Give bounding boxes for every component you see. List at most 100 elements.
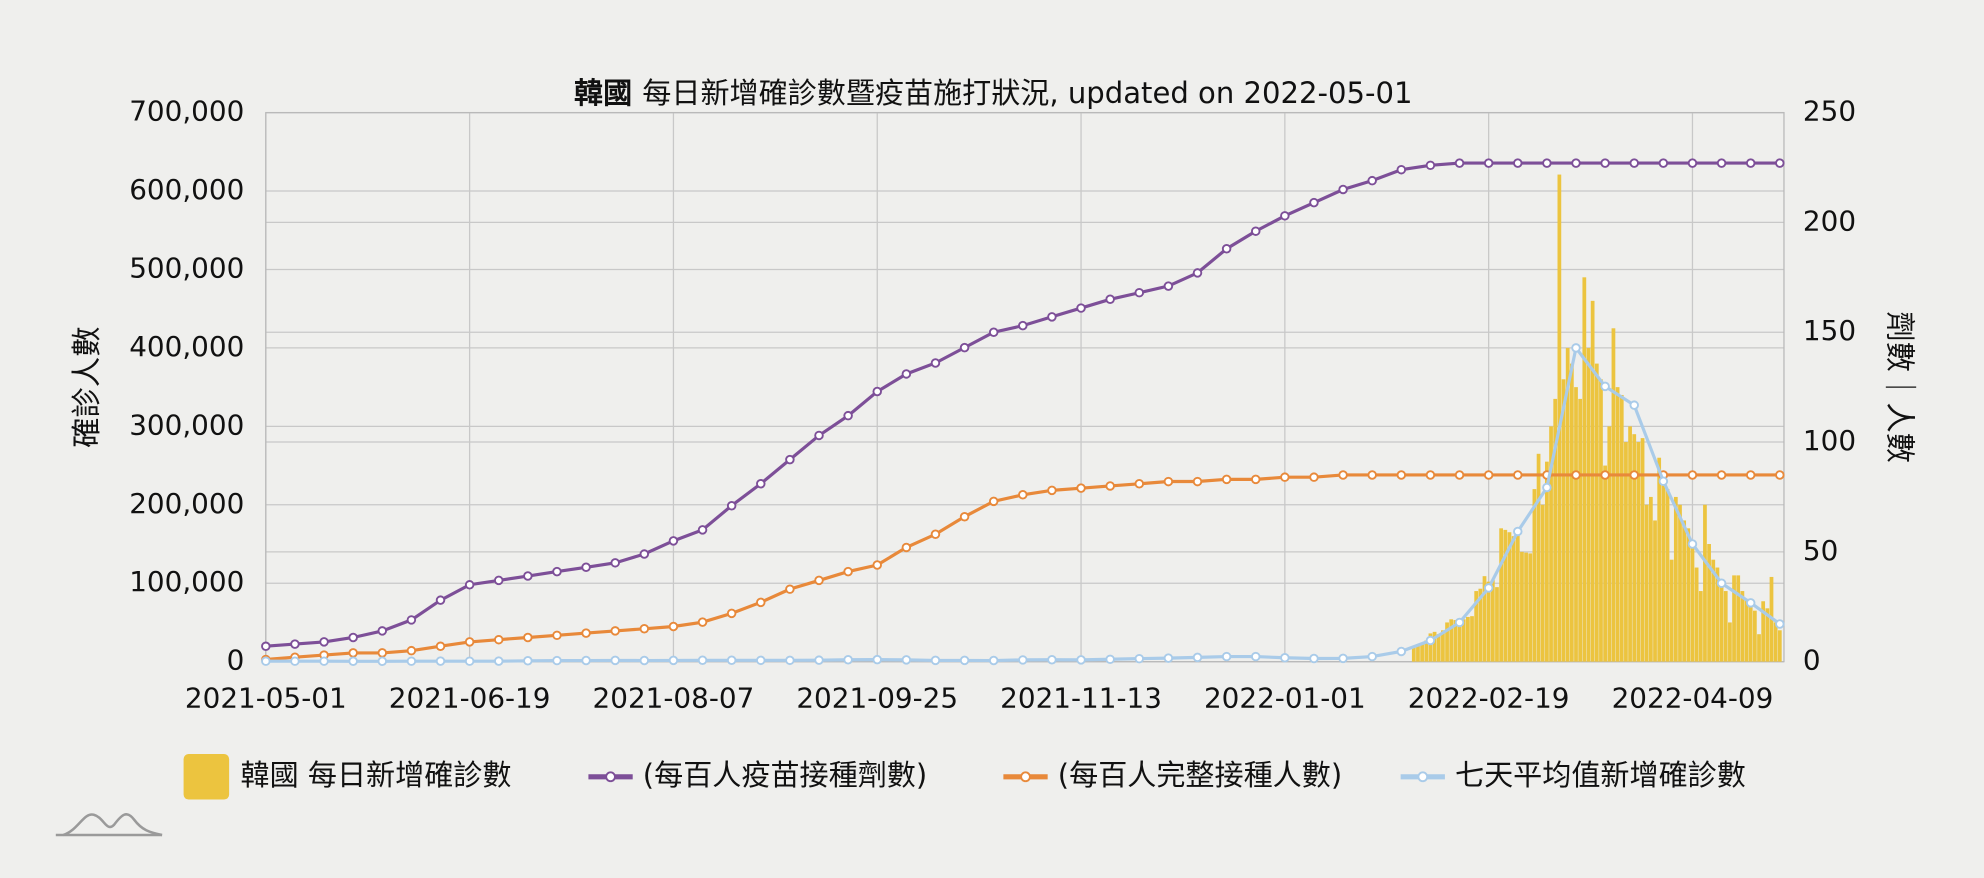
legend-item: (每百人完整接種人數) [1003,758,1342,792]
point [493,575,504,586]
x-tick-label: 2021-11-13 [1000,682,1162,715]
bar [1574,387,1578,662]
point [1687,470,1698,480]
bar [1603,465,1607,662]
axes: 0 100,000 200,000 300,000 400,000 500,000 600,… [129,95,1856,715]
point [1018,490,1028,500]
bar [1428,633,1433,662]
bar [1611,328,1616,662]
point [1076,303,1086,313]
point [1280,211,1290,221]
bar [1752,610,1757,662]
point [668,621,679,632]
bar [1661,481,1666,662]
point [1425,635,1436,646]
bar [1474,591,1479,662]
point [872,560,882,570]
bar [1457,618,1462,662]
bar [1682,520,1687,662]
point [552,630,562,641]
bar [1461,619,1466,662]
bar [1657,457,1662,662]
point [1367,175,1377,186]
point [406,615,417,625]
point [581,628,591,638]
bar [1707,544,1711,662]
point [1658,158,1669,168]
point [1571,343,1581,353]
bar [1736,575,1741,662]
point [1018,655,1028,665]
point [435,595,446,605]
point [1018,320,1028,331]
point [1454,470,1465,480]
title-text: 每日新增確診數暨疫苗施打狀況, updated on 2022-05-01 [642,76,1412,110]
bar [1528,553,1533,662]
point [930,358,941,368]
point [785,655,795,666]
x-tick-label: 2022-02-19 [1408,682,1570,715]
point [493,634,504,645]
bar [1532,489,1537,662]
bar [1511,536,1516,662]
legend-label: 韓國 每日新增確診數 [241,758,512,792]
point [901,655,912,665]
point [1047,485,1057,496]
bar [1590,300,1595,662]
legend-item: 七天平均值新增確診數 [1400,758,1746,792]
point [1513,526,1523,537]
point [1250,474,1261,485]
point [319,656,329,666]
bar [1478,588,1483,662]
point [1221,474,1232,485]
point [1221,244,1232,254]
bar [1470,616,1474,662]
point [1047,655,1057,665]
point [1483,158,1494,168]
bar [1703,504,1707,662]
y-tick-label: 500,000 [129,251,244,284]
point [464,637,475,647]
point [1250,651,1261,662]
point [1687,539,1698,549]
bar [1486,581,1491,662]
point [1513,158,1523,168]
bar [1441,630,1445,662]
bar [1690,544,1695,662]
bar [1449,619,1454,662]
bar [1715,567,1720,662]
point [406,645,417,656]
point [1076,483,1086,493]
point [1163,476,1174,487]
point [552,566,562,577]
point [1513,470,1523,480]
point [1105,481,1115,491]
bar [1503,529,1508,662]
point [988,655,999,666]
point [756,479,766,489]
point [1367,651,1377,662]
y-tick-label: 700,000 [129,95,244,128]
point [1396,470,1407,480]
point [1250,226,1261,236]
point [988,327,999,337]
point [464,656,475,666]
point [523,655,533,666]
x-tick-label: 2021-05-01 [185,682,347,715]
legend-label: (每百人疫苗接種劑數) [643,758,927,792]
point [610,626,620,636]
point [726,608,737,619]
bar [1748,602,1753,662]
bar [1653,520,1657,662]
point [668,536,679,546]
bar [1765,608,1770,662]
y-tick-label: 200,000 [129,487,244,520]
bar [1495,587,1499,662]
point [1600,158,1610,168]
point [1483,470,1494,480]
bar [1723,591,1728,662]
point [1338,184,1348,195]
point [1600,470,1610,480]
bar [1636,442,1641,662]
